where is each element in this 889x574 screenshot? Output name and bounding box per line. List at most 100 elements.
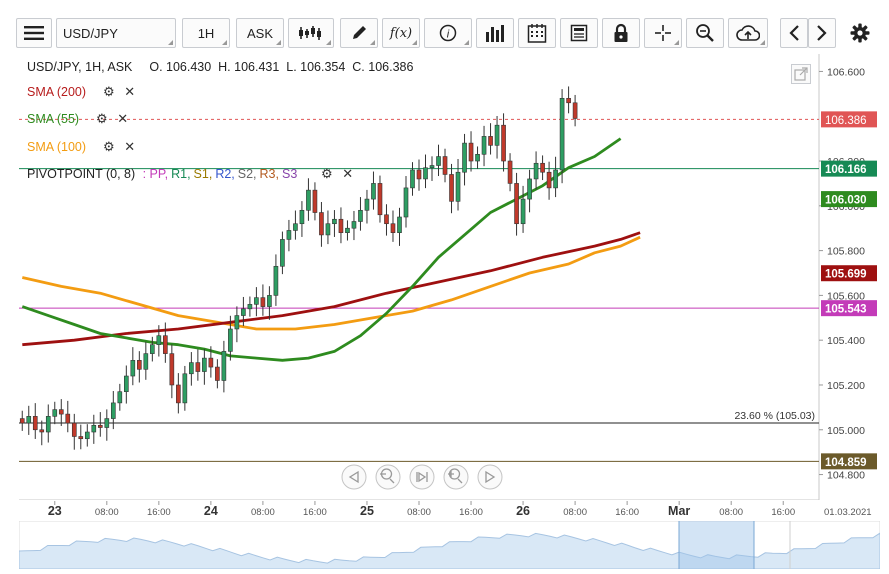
sma200-legend: SMA (200) bbox=[27, 85, 86, 99]
hamburger-menu-icon bbox=[24, 26, 44, 40]
cloud-save-icon bbox=[736, 25, 760, 41]
next-arrow-icon bbox=[817, 25, 827, 41]
crosshair-button[interactable] bbox=[644, 18, 682, 48]
navigator-chart[interactable] bbox=[18, 520, 881, 570]
candle-body bbox=[559, 98, 565, 171]
candle-body bbox=[163, 335, 168, 354]
candle-body bbox=[338, 218, 344, 233]
news-button[interactable] bbox=[560, 18, 598, 48]
chart-type-button[interactable] bbox=[288, 18, 334, 48]
timeframe-select[interactable]: 1H bbox=[182, 18, 230, 48]
candle-body bbox=[540, 162, 545, 173]
settings-button[interactable] bbox=[842, 18, 878, 48]
x-tick-label: 16:00 bbox=[615, 507, 639, 518]
toolbar: USD/JPY 1H ASK f(x) i bbox=[0, 0, 889, 50]
candle-body bbox=[566, 98, 571, 104]
chart-area[interactable]: 104.800 105.000 105.200 105.400 105.600 105.8… bbox=[19, 54, 880, 518]
gear-icon[interactable]: ⚙ bbox=[321, 166, 333, 181]
candle-body bbox=[501, 124, 506, 162]
candle-body bbox=[358, 209, 363, 222]
candle-body bbox=[423, 167, 428, 180]
candle-body bbox=[97, 424, 103, 428]
timeframe-value: 1H bbox=[197, 25, 215, 41]
zoom-in-icon[interactable] bbox=[443, 464, 469, 490]
candle-body bbox=[202, 357, 207, 372]
candle-body bbox=[507, 160, 513, 184]
close-icon[interactable]: ✕ bbox=[342, 166, 354, 181]
candle-body bbox=[436, 156, 441, 166]
zoom-button[interactable] bbox=[686, 18, 724, 48]
price-side-select[interactable]: ASK bbox=[236, 18, 284, 48]
candle-body bbox=[130, 360, 136, 377]
scroll-right-icon[interactable] bbox=[477, 464, 503, 490]
x-tick-label: Mar bbox=[668, 504, 690, 518]
candle-body bbox=[403, 187, 409, 218]
candle-body bbox=[364, 198, 370, 211]
calendar-button[interactable] bbox=[518, 18, 556, 48]
gear-icon[interactable]: ⚙ bbox=[103, 84, 115, 99]
sma200-line bbox=[22, 231, 641, 347]
price-badge bbox=[821, 191, 877, 208]
navigator-strip[interactable] bbox=[18, 520, 881, 570]
lock-button[interactable] bbox=[602, 18, 640, 48]
gear-icon[interactable]: ⚙ bbox=[96, 111, 108, 126]
x-tick-label: 16:00 bbox=[147, 507, 171, 518]
price-badge-label: 105.543 bbox=[825, 304, 867, 316]
x-tick-label: 26 bbox=[516, 504, 530, 518]
close-icon[interactable]: ✕ bbox=[117, 111, 129, 126]
candle-body bbox=[26, 416, 32, 424]
instrument-label: USD/JPY, 1H, ASK bbox=[27, 60, 133, 74]
sma100-legend: SMA (100) bbox=[27, 140, 86, 154]
sma100-label: SMA (100) bbox=[27, 140, 87, 154]
y-tick-label: 104.800 bbox=[827, 470, 865, 482]
info-button[interactable]: i bbox=[424, 18, 472, 48]
price-chart[interactable]: 104.800 105.000 105.200 105.400 105.600 105.8… bbox=[19, 54, 880, 501]
candle-body bbox=[156, 335, 162, 345]
price-side-value: ASK bbox=[246, 25, 273, 41]
prev-button[interactable] bbox=[780, 18, 808, 48]
candle-body bbox=[19, 418, 25, 424]
plot-background bbox=[19, 54, 819, 500]
x-tick-label: 24 bbox=[204, 504, 218, 518]
draw-button[interactable] bbox=[340, 18, 378, 48]
function-button[interactable]: f(x) bbox=[382, 18, 420, 48]
pivot-s2: S2, bbox=[237, 167, 257, 181]
draw-pencil-icon bbox=[353, 26, 366, 39]
sma55-controls: ⚙ ✕ bbox=[96, 111, 128, 127]
reset-zoom-icon[interactable] bbox=[409, 464, 435, 490]
x-axis-date-label: 01.03.2021 bbox=[824, 507, 872, 518]
x-tick-label: 08:00 bbox=[719, 507, 743, 518]
y-tick-label: 105.600 bbox=[827, 290, 865, 302]
next-button[interactable] bbox=[808, 18, 836, 48]
candle-body bbox=[176, 384, 181, 404]
symbol-select[interactable]: USD/JPY bbox=[56, 18, 176, 48]
close-icon[interactable]: ✕ bbox=[124, 139, 136, 154]
candle-body bbox=[189, 362, 194, 375]
candle-body bbox=[345, 227, 350, 233]
volume-button[interactable] bbox=[476, 18, 514, 48]
info-icon: i bbox=[439, 24, 457, 42]
sma200-label: SMA (200) bbox=[27, 85, 87, 99]
candle-body bbox=[228, 328, 233, 352]
candle-body bbox=[254, 297, 259, 305]
candle-body bbox=[234, 315, 240, 330]
candle-body bbox=[520, 198, 526, 225]
popout-button[interactable] bbox=[791, 64, 811, 84]
cloud-save-button[interactable] bbox=[728, 18, 768, 48]
candle-body bbox=[546, 171, 552, 189]
settings-icon bbox=[850, 23, 870, 43]
candle-body bbox=[195, 362, 201, 372]
volume-bars-icon bbox=[486, 25, 504, 42]
zoom-out-icon[interactable] bbox=[375, 464, 401, 490]
candle-body bbox=[442, 156, 448, 175]
candle-body bbox=[377, 183, 383, 216]
pivot-s3: S3 bbox=[281, 167, 298, 181]
close-icon[interactable]: ✕ bbox=[124, 84, 136, 99]
menu-button[interactable] bbox=[16, 18, 52, 48]
candle-body bbox=[91, 424, 97, 433]
x-tick-label: 23 bbox=[48, 504, 62, 518]
candle-body bbox=[455, 171, 461, 202]
x-tick-label: 25 bbox=[360, 504, 374, 518]
scroll-left-icon[interactable] bbox=[341, 464, 367, 490]
gear-icon[interactable]: ⚙ bbox=[103, 139, 115, 154]
